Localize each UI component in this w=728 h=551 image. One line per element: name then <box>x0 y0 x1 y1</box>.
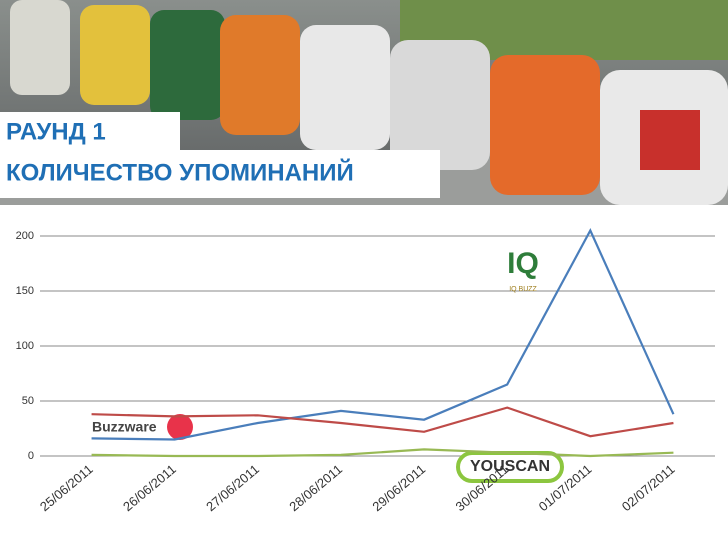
y-tick-label: 200 <box>16 230 34 242</box>
y-tick-label: 0 <box>28 450 34 462</box>
series-line <box>91 406 674 438</box>
title-box <box>0 112 180 150</box>
logo-text: IQ BUZZ <box>509 286 537 293</box>
photo <box>0 0 728 205</box>
x-tick-label: 27/06/2011 <box>203 461 262 514</box>
title: РАУНД 1 <box>6 118 106 145</box>
logo-text: Buzzware <box>92 419 157 435</box>
y-tick-label: 150 <box>16 285 34 297</box>
subtitle-box <box>0 150 440 198</box>
logo-text: IQ <box>507 247 539 280</box>
x-tick-label: 26/06/2011 <box>120 461 179 514</box>
subtitle: КОЛИЧЕСТВО УПОМИНАНИЙ <box>6 158 354 186</box>
series-line <box>91 228 675 441</box>
y-tick-label: 100 <box>16 340 34 352</box>
x-tick-label: 28/06/2011 <box>286 461 345 514</box>
x-tick-label: 02/07/2011 <box>619 461 678 514</box>
logos: Buzzware YOUSCAN IQ IQ BUZZ <box>88 247 564 483</box>
series-line <box>91 448 674 458</box>
y-tick-label: 50 <box>22 395 34 407</box>
x-tick-label: 25/06/2011 <box>37 461 96 514</box>
x-tick-label: 29/06/2011 <box>369 461 428 514</box>
logo-text: YOUSCAN <box>470 458 550 475</box>
